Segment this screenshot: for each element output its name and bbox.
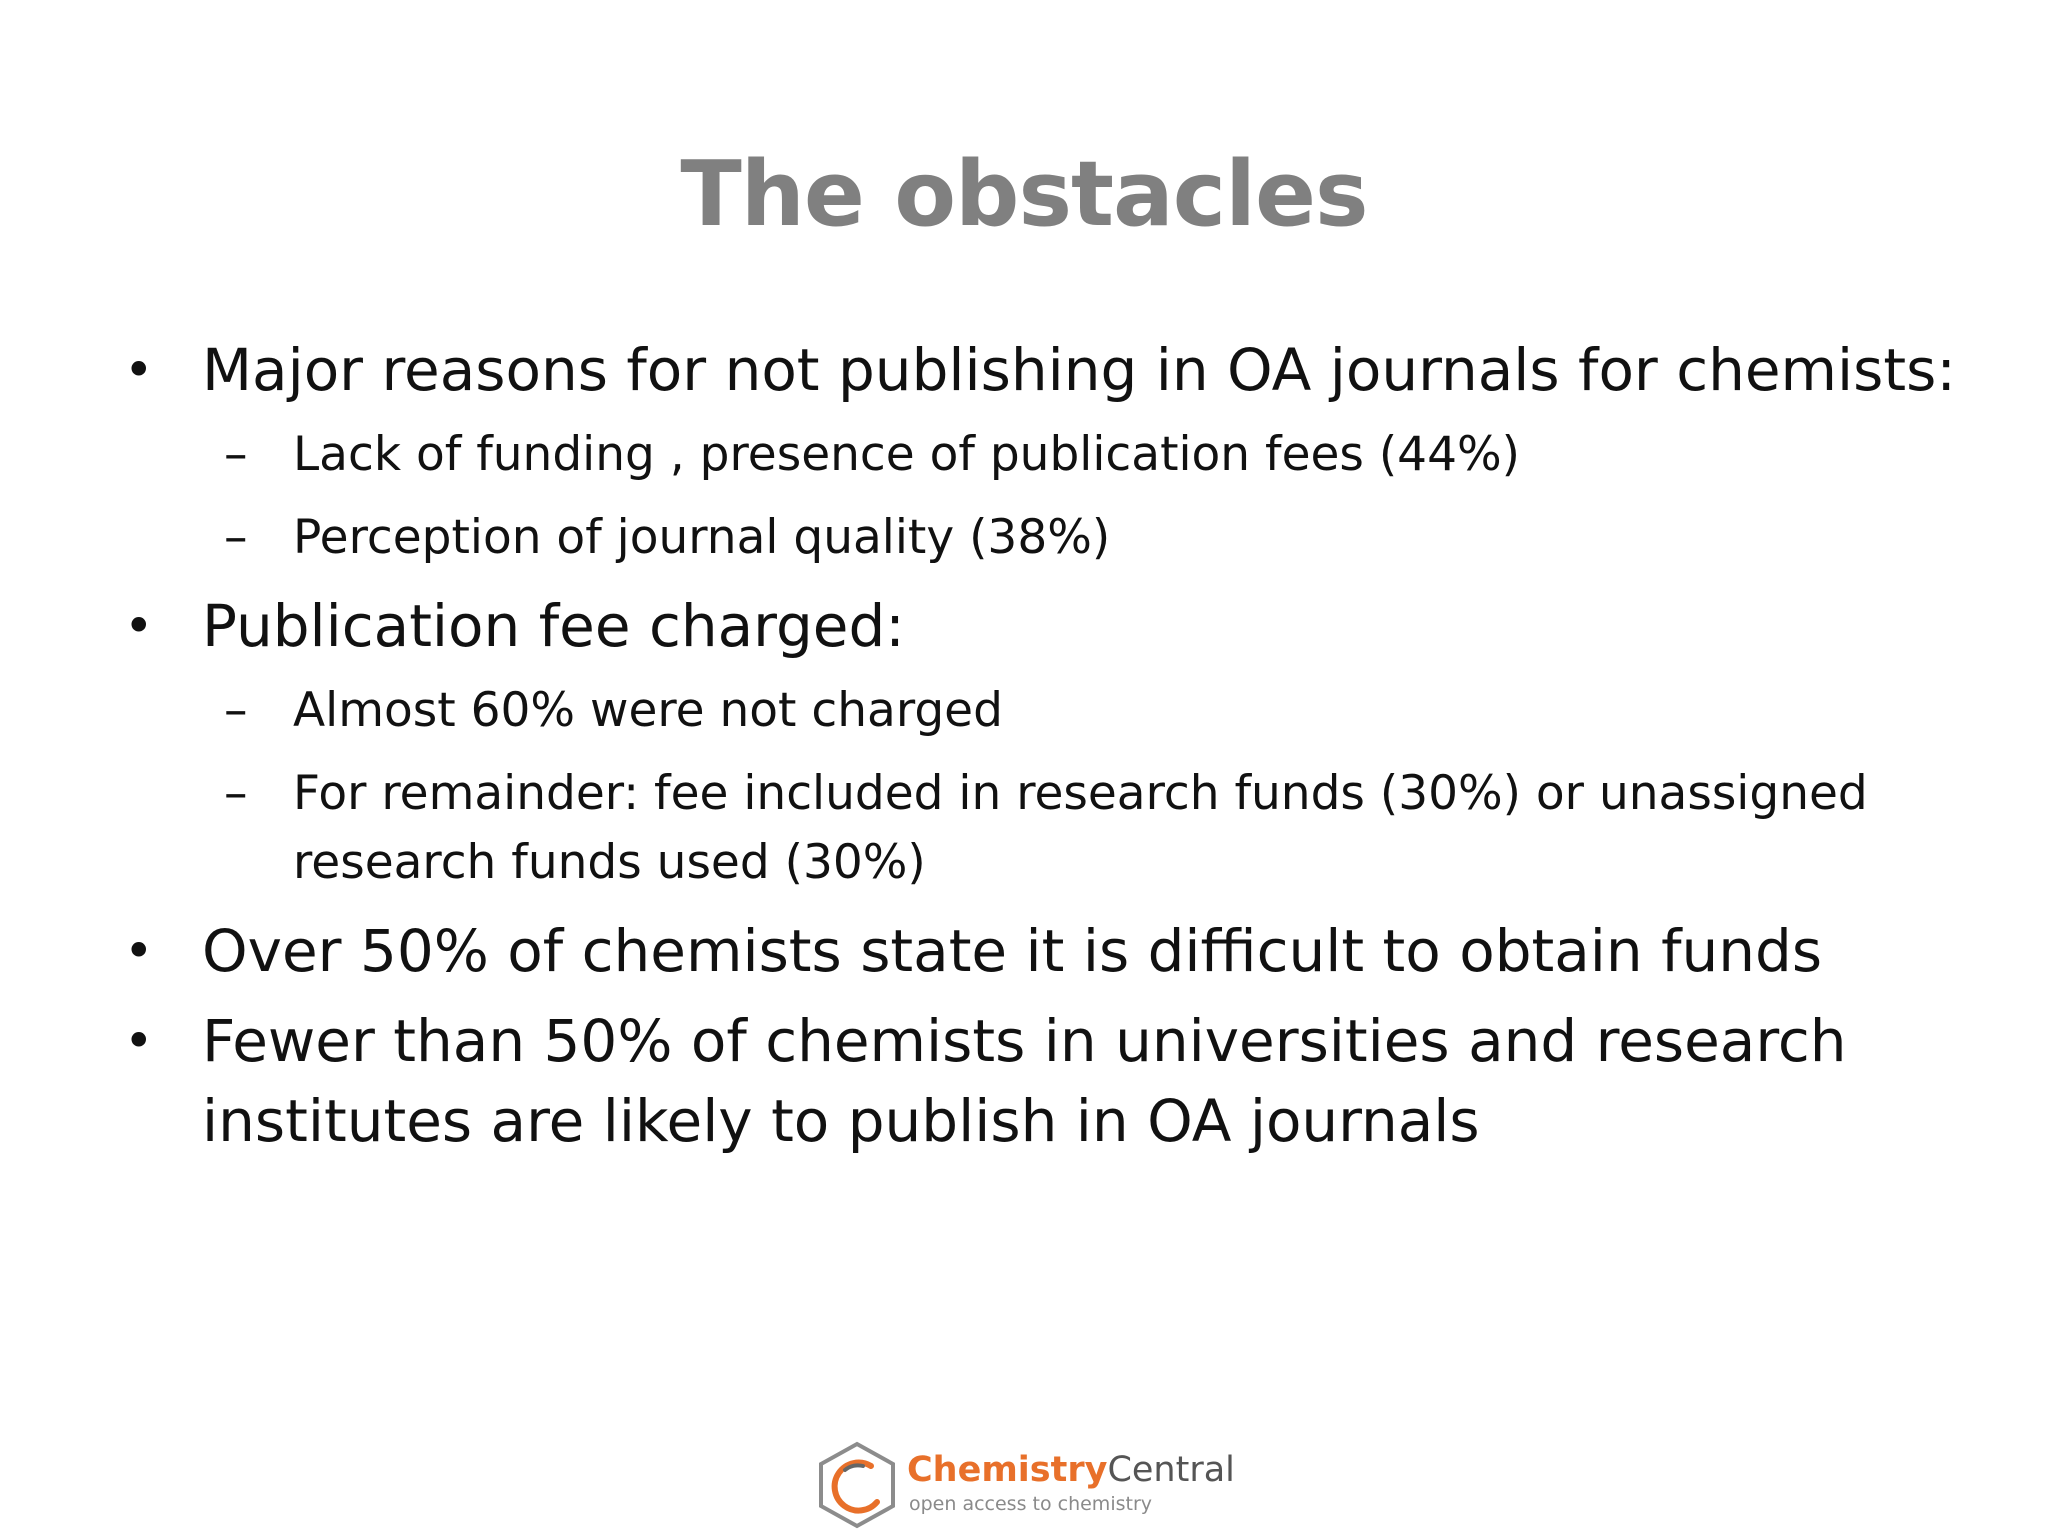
sub-bullet-text: For remainder: fee included in research …: [293, 766, 1868, 890]
sub-bullet-text: Almost 60% were not charged: [293, 683, 1003, 738]
bullet-item: • Publication fee charged:: [120, 586, 1960, 666]
bullet-text: Major reasons for not publishing in OA j…: [202, 336, 1956, 404]
dash-marker: –: [224, 683, 248, 738]
bullet-marker: •: [124, 1012, 154, 1070]
bullet-item: • Fewer than 50% of chemists in universi…: [120, 1001, 1960, 1161]
bullet-text: Fewer than 50% of chemists in universiti…: [202, 1007, 1847, 1155]
bullet-text: Over 50% of chemists state it is difficu…: [202, 917, 1823, 985]
sub-bullet-text: Lack of funding , presence of publicatio…: [293, 427, 1520, 482]
bullet-list: • Major reasons for not publishing in OA…: [120, 330, 1960, 1171]
bullet-item: • Major reasons for not publishing in OA…: [120, 330, 1960, 410]
dash-marker: –: [224, 427, 248, 482]
slide-title: The obstacles: [680, 142, 1368, 247]
bullet-item: • Over 50% of chemists state it is diffi…: [120, 911, 1960, 991]
logo-name-part1: Chemistry: [907, 1450, 1108, 1490]
sub-bullet-item: – Lack of funding , presence of publicat…: [120, 420, 1960, 489]
dash-marker: –: [224, 510, 248, 565]
logo-wordmark: ChemistryCentral: [907, 1450, 1235, 1490]
sub-bullet-item: – For remainder: fee included in researc…: [120, 759, 1960, 897]
dash-marker: –: [224, 766, 248, 821]
hexagon-ring-icon: [819, 1441, 895, 1529]
bullet-marker: •: [124, 922, 154, 980]
chemistry-central-logo: ChemistryCentral open access to chemistr…: [815, 1440, 1255, 1530]
sub-bullet-text: Perception of journal quality (38%): [293, 510, 1111, 565]
bullet-marker: •: [124, 341, 154, 399]
sub-bullet-item: – Almost 60% were not charged: [120, 676, 1960, 745]
logo-name-part2: Central: [1107, 1450, 1235, 1490]
bullet-marker: •: [124, 597, 154, 655]
sub-bullet-item: – Perception of journal quality (38%): [120, 503, 1960, 572]
bullet-text: Publication fee charged:: [202, 592, 905, 660]
logo-tagline: open access to chemistry: [909, 1493, 1153, 1515]
